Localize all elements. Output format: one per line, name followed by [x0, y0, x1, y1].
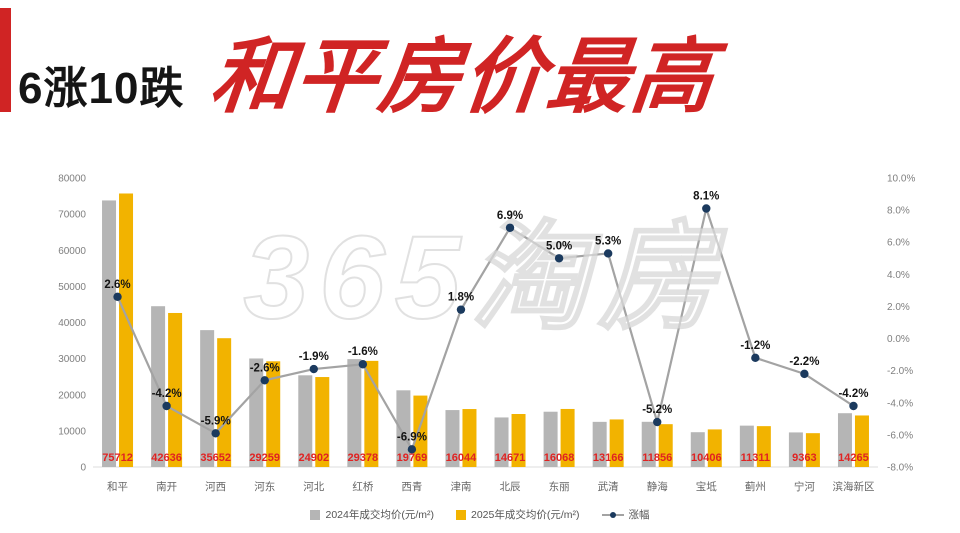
- headline-prefix: 6涨10跌: [18, 64, 185, 113]
- svg-text:-2.0%: -2.0%: [887, 366, 913, 377]
- svg-text:13166: 13166: [593, 452, 624, 464]
- svg-text:14265: 14265: [838, 452, 869, 464]
- axis-labels: 0 10000 20000 30000 40000 50000 60000 70000 8000…: [58, 174, 915, 474]
- svg-text:14671: 14671: [495, 452, 526, 464]
- svg-text:30000: 30000: [58, 354, 86, 365]
- svg-text:-1.2%: -1.2%: [740, 340, 770, 352]
- svg-text:9363: 9363: [792, 452, 816, 464]
- svg-text:35652: 35652: [200, 452, 231, 464]
- svg-text:-6.9%: -6.9%: [397, 431, 427, 443]
- svg-text:0.0%: 0.0%: [887, 334, 910, 345]
- svg-text:29259: 29259: [249, 452, 280, 464]
- svg-text:19769: 19769: [397, 452, 428, 464]
- legend-swatch-2025-icon: [456, 509, 466, 520]
- svg-text:10406: 10406: [691, 452, 722, 464]
- svg-text:河东: 河东: [254, 480, 275, 493]
- svg-text:2.6%: 2.6%: [104, 279, 130, 291]
- svg-text:滨海新区: 滨海新区: [832, 480, 874, 493]
- svg-text:1.8%: 1.8%: [448, 292, 474, 304]
- svg-text:-5.9%: -5.9%: [201, 415, 231, 427]
- title-accent-bar: [0, 8, 11, 112]
- svg-text:4.0%: 4.0%: [887, 270, 910, 281]
- svg-text:10.0%: 10.0%: [887, 174, 915, 185]
- svg-text:-4.2%: -4.2%: [152, 388, 182, 400]
- svg-text:静海: 静海: [647, 480, 668, 493]
- svg-text:津南: 津南: [450, 480, 471, 493]
- change-points: 2.6% -4.2% -5.9% -2.6% -1.9% -1.6% -6.9% 1.8% 6.…: [104, 191, 868, 454]
- legend-line-marker-icon: [601, 511, 624, 518]
- svg-text:北辰: 北辰: [500, 481, 521, 493]
- svg-text:16044: 16044: [446, 452, 477, 464]
- svg-text:6.9%: 6.9%: [497, 210, 523, 222]
- watermark-text: 365淘房: [244, 212, 728, 344]
- svg-text:5.3%: 5.3%: [595, 235, 621, 247]
- svg-text:蓟州: 蓟州: [745, 480, 766, 493]
- svg-text:西青: 西青: [401, 480, 422, 493]
- legend-dot-icon: [609, 511, 616, 518]
- svg-text:24902: 24902: [298, 452, 329, 464]
- svg-text:河北: 河北: [303, 481, 324, 493]
- value-and-category-labels: 75712 和平 42636 南开 35652 河西 29259 河东 24902 河北 29378…: [102, 452, 874, 493]
- svg-text:和平: 和平: [107, 481, 128, 493]
- svg-text:-8.0%: -8.0%: [887, 463, 913, 474]
- svg-text:42636: 42636: [151, 452, 182, 464]
- svg-text:2.0%: 2.0%: [887, 302, 910, 313]
- svg-text:8.0%: 8.0%: [887, 206, 910, 217]
- legend-swatch-2024-icon: [310, 509, 321, 520]
- svg-text:75712: 75712: [102, 452, 133, 464]
- legend-label-2025: 2025年成交均价(元/m²): [471, 509, 580, 521]
- svg-text:-4.2%: -4.2%: [838, 388, 868, 400]
- change-line: [116, 204, 855, 452]
- svg-text:6.0%: 6.0%: [887, 238, 910, 249]
- svg-text:-2.6%: -2.6%: [250, 362, 280, 374]
- svg-text:20000: 20000: [58, 390, 86, 401]
- svg-text:80000: 80000: [58, 174, 86, 185]
- legend-item-2024: 2024年成交均价(元/m²): [310, 507, 434, 522]
- svg-text:东丽: 东丽: [549, 480, 570, 493]
- svg-text:60000: 60000: [58, 246, 86, 257]
- svg-text:-6.0%: -6.0%: [887, 430, 913, 441]
- svg-text:10000: 10000: [58, 426, 86, 437]
- svg-text:南开: 南开: [156, 480, 177, 493]
- svg-text:-5.2%: -5.2%: [642, 404, 672, 416]
- legend-label-2024: 2024年成交均价(元/m²): [325, 509, 434, 521]
- svg-text:-1.6%: -1.6%: [348, 346, 378, 358]
- legend-label-change: 涨幅: [628, 509, 650, 521]
- svg-text:-4.0%: -4.0%: [887, 398, 913, 409]
- svg-text:29378: 29378: [348, 452, 379, 464]
- svg-text:8.1%: 8.1%: [693, 191, 719, 203]
- svg-text:50000: 50000: [58, 282, 86, 293]
- svg-text:40000: 40000: [58, 318, 86, 329]
- svg-text:河西: 河西: [205, 481, 226, 493]
- legend-item-change: 涨幅: [601, 507, 650, 522]
- svg-text:70000: 70000: [58, 210, 86, 221]
- svg-text:5.0%: 5.0%: [546, 240, 572, 252]
- legend-item-2025: 2025年成交均价(元/m²): [456, 507, 580, 522]
- bars-2025: [119, 193, 869, 467]
- svg-text:武清: 武清: [598, 480, 619, 493]
- svg-text:11311: 11311: [741, 452, 770, 464]
- svg-text:-1.9%: -1.9%: [299, 351, 329, 363]
- svg-text:11856: 11856: [642, 452, 672, 464]
- svg-text:-2.2%: -2.2%: [789, 356, 819, 368]
- chart-legend: 2024年成交均价(元/m²) 2025年成交均价(元/m²) 涨幅: [0, 507, 960, 522]
- svg-text:宝坻: 宝坻: [696, 480, 717, 493]
- svg-text:16068: 16068: [544, 452, 575, 464]
- svg-text:宁河: 宁河: [794, 480, 815, 493]
- svg-text:红桥: 红桥: [352, 480, 373, 493]
- svg-text:0: 0: [80, 463, 86, 474]
